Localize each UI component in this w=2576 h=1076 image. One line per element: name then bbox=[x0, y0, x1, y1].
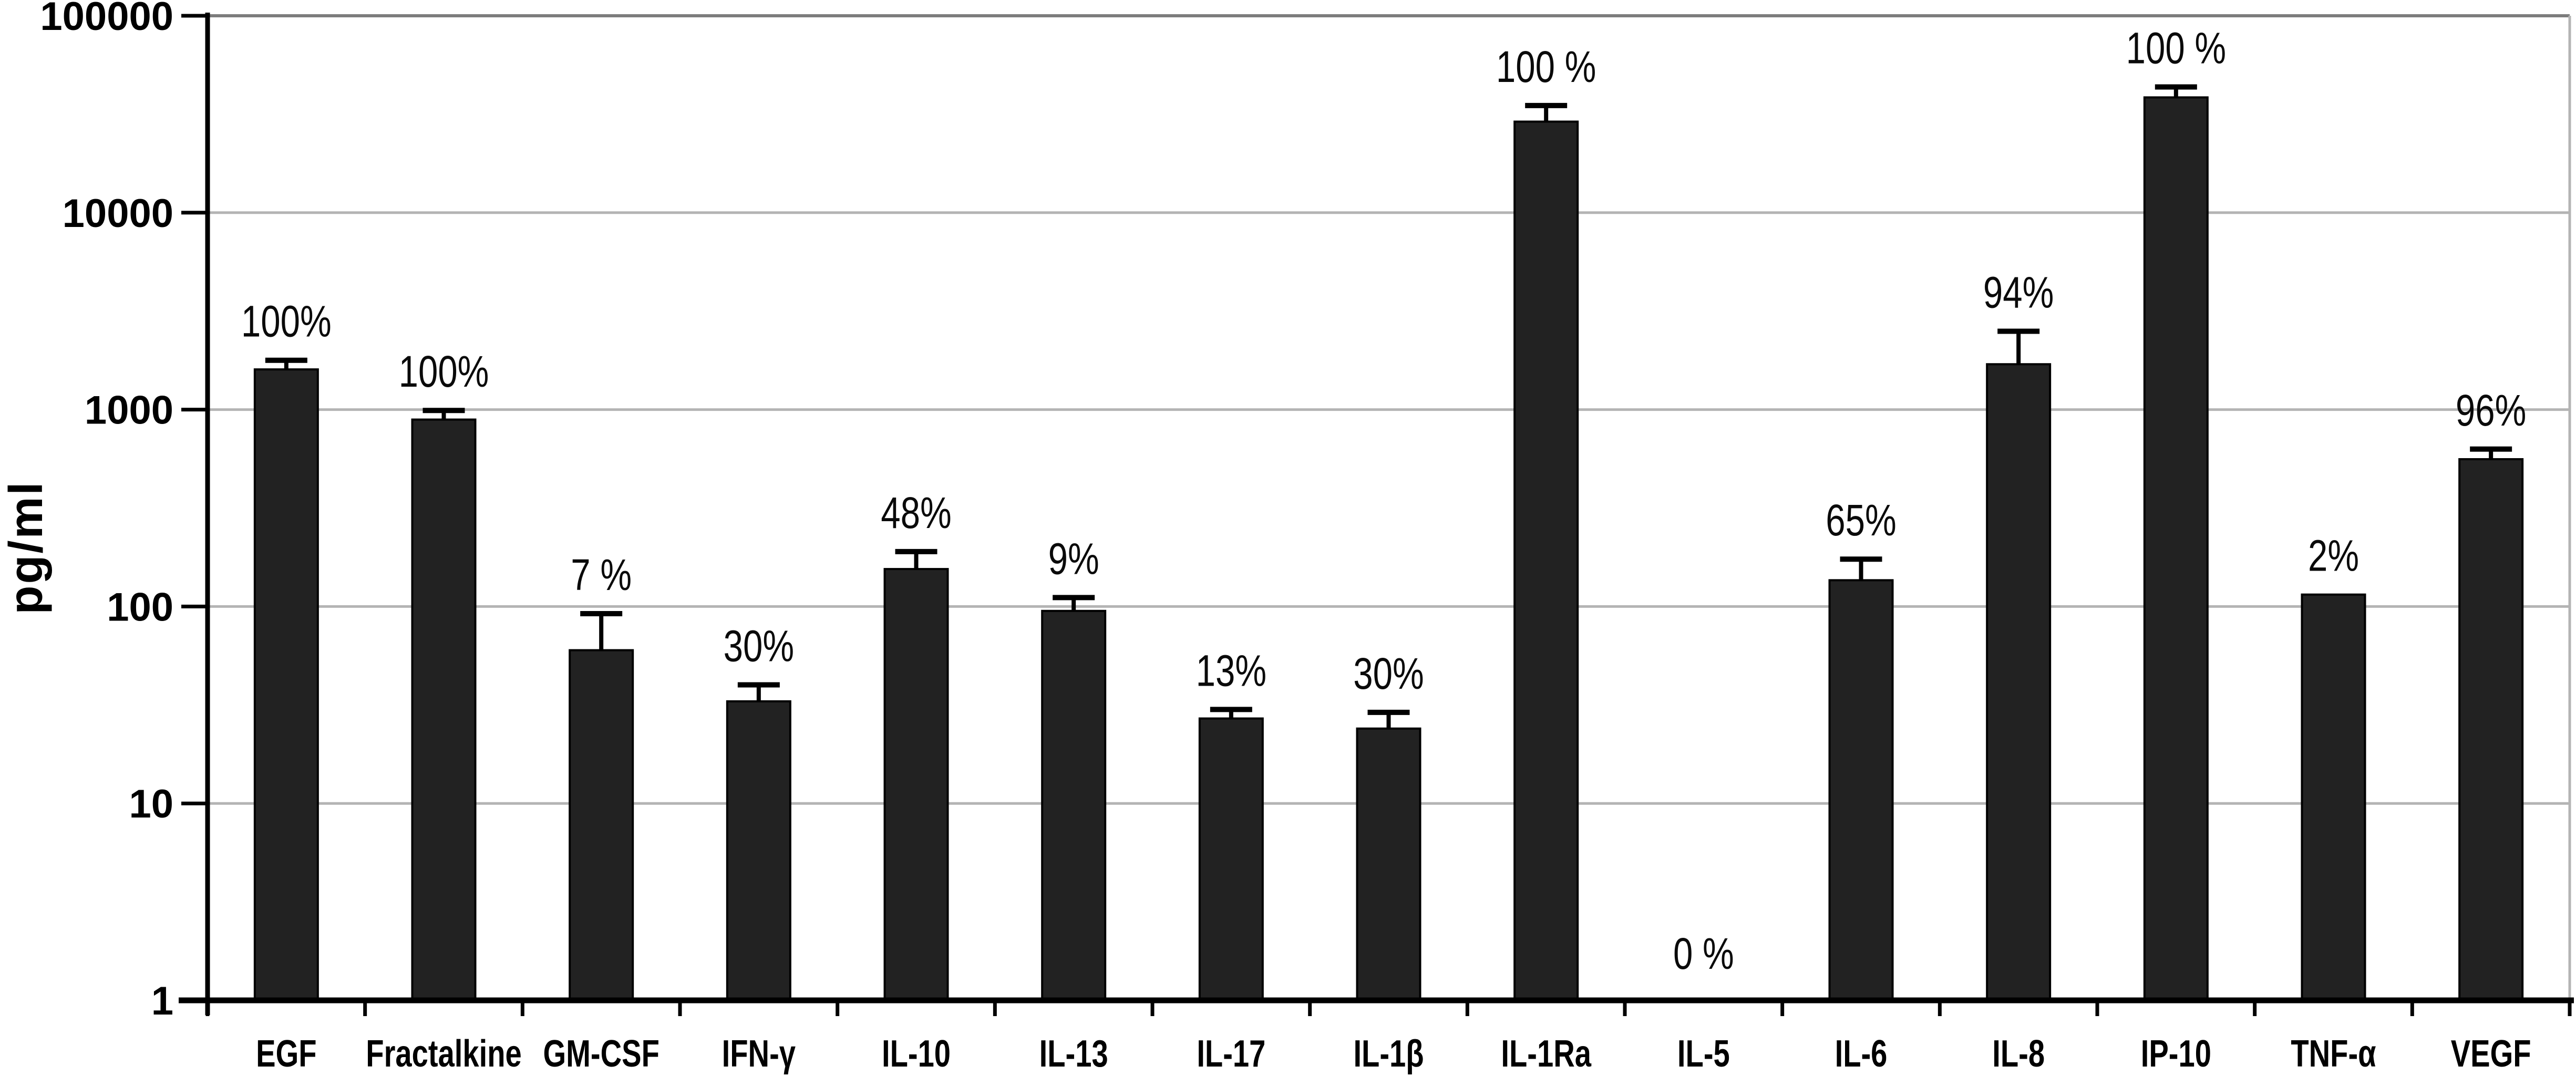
x-tick-label-Fractalkine: Fractalkine bbox=[366, 1032, 521, 1074]
bar-IL-6 bbox=[1828, 579, 1894, 1001]
percent-label-IL-10: 48% bbox=[881, 489, 951, 538]
percent-label-EGF: 100% bbox=[241, 297, 332, 347]
x-tick-label-IL-8: IL-8 bbox=[1992, 1032, 2045, 1074]
percent-label-IP-10: 100 % bbox=[2126, 24, 2227, 73]
bar-TNF-α bbox=[2301, 593, 2366, 1001]
x-tick-label-IL-10: IL-10 bbox=[882, 1032, 951, 1074]
y-tick-label-100000: 100000 bbox=[40, 0, 173, 39]
y-tick-label-10: 10 bbox=[129, 782, 173, 826]
percent-label-IL-1Ra: 100 % bbox=[1496, 43, 1596, 92]
percent-label-IFN-γ: 30% bbox=[724, 622, 794, 671]
bar-Fractalkine bbox=[411, 418, 477, 1001]
x-tick-label-IL-5: IL-5 bbox=[1677, 1032, 1730, 1074]
bar-IL-17 bbox=[1198, 717, 1264, 1002]
bar-IL-8 bbox=[1986, 363, 2052, 1001]
bar-EGF bbox=[253, 368, 319, 1001]
x-tick-label-IP-10: IP-10 bbox=[2141, 1032, 2211, 1074]
y-tick-label-1000: 1000 bbox=[85, 388, 173, 433]
bar-IL-10 bbox=[883, 568, 949, 1002]
x-tick-label-EGF: EGF bbox=[256, 1032, 316, 1074]
percent-label-IL-17: 13% bbox=[1196, 646, 1266, 696]
y-tick-label-10000: 10000 bbox=[63, 191, 173, 236]
bar-IP-10 bbox=[2143, 96, 2209, 1002]
bar-VEGF bbox=[2458, 458, 2524, 1001]
x-tick-label-IL-6: IL-6 bbox=[1835, 1032, 1888, 1074]
y-axis-title: pg/ml bbox=[0, 481, 53, 615]
bar-IL-1β bbox=[1356, 727, 1421, 1001]
x-tick-label-TNF-α: TNF-α bbox=[2291, 1032, 2376, 1074]
x-tick-label-IFN-γ: IFN-γ bbox=[722, 1032, 796, 1074]
bar-IL-1Ra bbox=[1513, 120, 1579, 1001]
x-tick-label-IL-1Ra: IL-1Ra bbox=[1501, 1032, 1592, 1074]
bar-IL-13 bbox=[1041, 609, 1107, 1001]
x-tick-label-IL-17: IL-17 bbox=[1197, 1032, 1265, 1074]
percent-label-Fractalkine: 100% bbox=[399, 347, 489, 397]
x-tick-label-IL-13: IL-13 bbox=[1039, 1032, 1108, 1074]
y-tick-label-100: 100 bbox=[107, 585, 173, 629]
percent-label-TNF-α: 2% bbox=[2308, 532, 2359, 581]
percent-label-IL-1β: 30% bbox=[1353, 649, 1424, 699]
percent-label-VEGF: 96% bbox=[2456, 386, 2526, 436]
x-tick-label-GM-CSF: GM-CSF bbox=[543, 1032, 659, 1074]
bar-GM-CSF bbox=[569, 649, 634, 1002]
percent-label-GM-CSF: 7 % bbox=[571, 551, 632, 600]
percent-label-IL-6: 65% bbox=[1826, 496, 1896, 545]
x-tick-label-VEGF: VEGF bbox=[2451, 1032, 2531, 1074]
percent-label-IL-8: 94% bbox=[1983, 268, 2054, 317]
x-tick-label-IL-1β: IL-1β bbox=[1353, 1032, 1424, 1074]
percent-label-IL-5: 0 % bbox=[1673, 929, 1734, 979]
percent-label-IL-13: 9% bbox=[1048, 534, 1099, 584]
bar-IFN-γ bbox=[726, 700, 791, 1001]
y-tick-label-1: 1 bbox=[151, 979, 173, 1023]
